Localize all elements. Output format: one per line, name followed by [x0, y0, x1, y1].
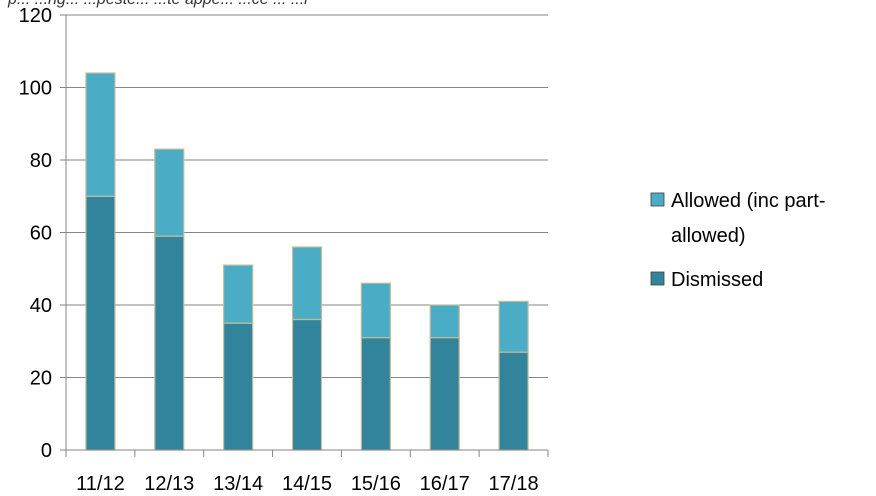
x-tick-label: 12/13 — [144, 473, 194, 495]
bar-allowed — [85, 72, 116, 197]
bar-allowed — [223, 264, 254, 324]
axes — [60, 14, 549, 457]
legend-label: allowed) — [671, 225, 745, 247]
legend: Allowed (inc part-allowed) Dismissed — [650, 190, 826, 291]
x-tick-labels: 11/12 12/13 13/14 14/15 15/16 16/17 17/18 — [76, 473, 538, 495]
bar-dismissed — [360, 337, 391, 451]
chart-title-fragment: p... ...ng... ...peste... ...te appe... … — [7, 0, 310, 8]
bar-dismissed — [429, 337, 460, 451]
bar-dismissed — [154, 235, 185, 451]
bar-dismissed — [498, 351, 529, 451]
bar-dismissed — [85, 195, 116, 451]
y-tick-label: 20 — [30, 368, 52, 390]
bar-allowed — [291, 246, 323, 321]
gridlines — [66, 14, 548, 378]
x-tick-label: 14/15 — [282, 473, 332, 495]
x-tick-label: 11/12 — [76, 473, 125, 495]
bar-dismissed — [291, 318, 323, 451]
legend-label: Allowed (inc part- — [671, 190, 826, 212]
legend-swatch — [650, 271, 665, 286]
legend-swatch — [650, 192, 665, 207]
y-tick-label: 80 — [30, 150, 52, 172]
x-tick-label: 17/18 — [489, 473, 539, 495]
y-tick-label: 60 — [30, 223, 52, 245]
x-tick-label: 15/16 — [351, 473, 401, 495]
bar-allowed — [154, 148, 185, 237]
y-tick-label: 0 — [41, 440, 52, 462]
bar-dismissed — [223, 322, 254, 451]
y-tick-labels: 0 20 40 60 80 100 120 — [19, 5, 52, 462]
y-tick-label: 40 — [30, 295, 52, 317]
bar-allowed — [429, 304, 460, 339]
legend-label: Dismissed — [671, 269, 763, 291]
bar-allowed — [360, 282, 391, 339]
bars — [85, 72, 529, 451]
x-tick-label: 13/14 — [213, 473, 263, 495]
x-tick-label: 16/17 — [420, 473, 470, 495]
y-tick-label: 100 — [19, 78, 52, 100]
y-tick-label: 120 — [19, 5, 52, 27]
bar-allowed — [498, 300, 529, 353]
